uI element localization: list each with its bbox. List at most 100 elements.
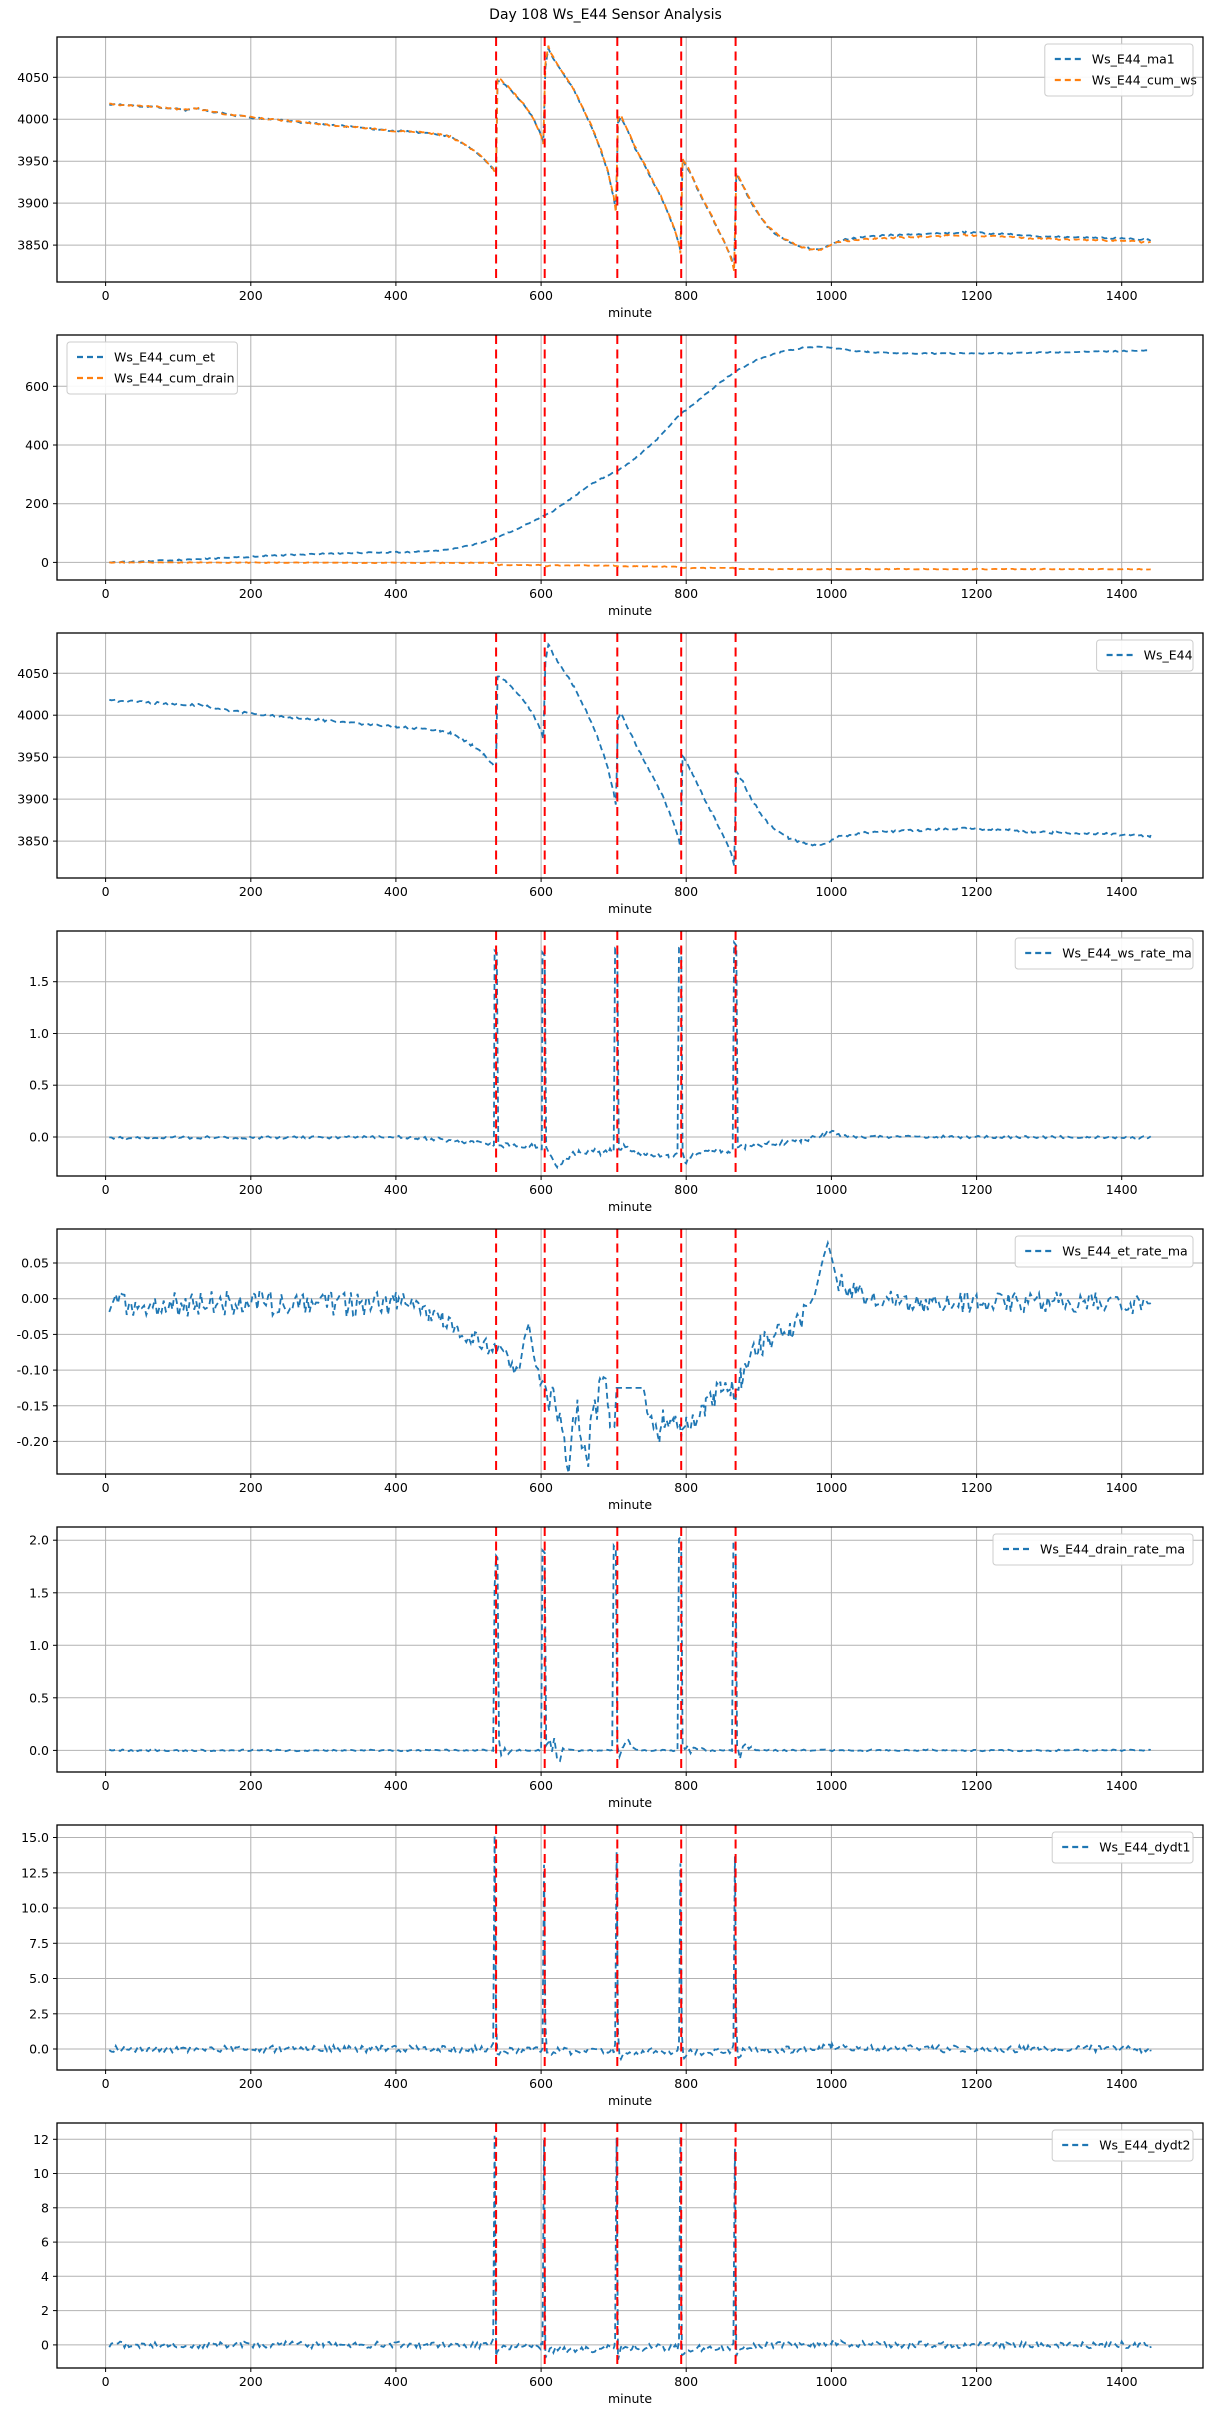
y-tick-label: 6	[41, 2235, 49, 2250]
x-tick-label: 200	[239, 1778, 263, 1793]
legend-label: Ws_E44_cum_ws	[1092, 73, 1197, 88]
y-tick-label: 0.0	[29, 1130, 49, 1145]
series-Ws_E44_cum_ws	[109, 45, 1151, 272]
subplot-ws-rate-ma: 0 200 400 600 800 1000 1200 1400 0.0 0.5 1.0 1.5 min…	[0, 920, 1211, 1218]
y-tick-label: 0.05	[21, 1256, 49, 1271]
x-tick-label: 400	[384, 884, 408, 899]
series-Ws_E44_dydt2	[108, 2135, 1152, 2361]
subplot-ma1-cum-ws: 0 200 400 600 800 1000 1200 1400 3850 3900 3950 400…	[0, 26, 1211, 324]
chart-svg-ws-e44: 0 200 400 600 800 1000 1200 1400 3850 3900 3950 400…	[17, 632, 1204, 916]
x-tick-label: 1400	[1106, 1480, 1138, 1495]
x-tick-label: 1000	[815, 288, 847, 303]
y-tick-label: 2.5	[29, 2006, 49, 2021]
chart-svg-dydt2: 0 200 400 600 800 1000 1200 1400 0 2 4 6 8 10 12 minute…	[33, 2122, 1204, 2406]
x-tick-label: 1400	[1106, 884, 1138, 899]
x-tick-label: 600	[529, 288, 553, 303]
y-tick-label: -0.20	[17, 1434, 49, 1449]
x-tick-label: 200	[239, 884, 263, 899]
legend: Ws_E44_et_rate_ma	[1014, 1235, 1194, 1268]
legend-label: Ws_E44_et_rate_ma	[1062, 1244, 1188, 1259]
x-axis-label: minute	[608, 1497, 652, 1512]
x-tick-label: 0	[102, 2374, 110, 2389]
x-tick-label: 1200	[961, 1480, 993, 1495]
subplot-dydt1: 0 200 400 600 800 1000 1200 1400 0.0 2.5 5.0 7.5 10.…	[0, 1814, 1211, 2112]
x-tick-label: 1400	[1106, 586, 1138, 601]
subplot-drain-rate-ma: 0 200 400 600 800 1000 1200 1400 0.0 0.5 1.0 1.5 2.0…	[0, 1516, 1211, 1814]
plot-border	[56, 1526, 1204, 1773]
y-tick-label: -0.05	[17, 1327, 49, 1342]
series-group	[109, 633, 1152, 878]
y-tick-label: 600	[25, 379, 49, 394]
tick-marks	[53, 1262, 1123, 1478]
x-tick-label: 200	[239, 1480, 263, 1495]
plot-border	[56, 36, 1204, 283]
tick-marks	[53, 385, 1123, 584]
subplot-cum-et-drain: 0 200 400 600 800 1000 1200 1400 0 200 400 600 minut…	[0, 324, 1211, 622]
x-tick-label: 1200	[961, 884, 993, 899]
chart-svg-dydt1: 0 200 400 600 800 1000 1200 1400 0.0 2.5 5.0 7.5 10.…	[21, 1824, 1204, 2108]
x-tick-label: 600	[529, 586, 553, 601]
y-tick-label: 3900	[17, 196, 49, 211]
subplot-et-rate-ma: 0 200 400 600 800 1000 1200 1400 0.05 0.00 -0.05 -0…	[0, 1218, 1211, 1516]
legend: Ws_E44_ws_rate_ma	[1014, 937, 1194, 970]
y-tick-label: 3850	[17, 238, 49, 253]
y-tick-label: 0	[41, 555, 49, 570]
figure-title: Day 108 Ws_E44 Sensor Analysis	[489, 7, 722, 23]
x-axis-label: minute	[608, 305, 652, 320]
y-tick-label: 3950	[17, 750, 49, 765]
plot-border	[56, 2122, 1204, 2369]
x-tick-label: 400	[384, 2076, 408, 2091]
y-tick-label: 12	[33, 2132, 49, 2147]
legend: Ws_E44_dydt1	[1051, 1831, 1194, 1864]
x-tick-label: 800	[674, 2076, 698, 2091]
y-tick-label: 2	[41, 2303, 49, 2318]
x-tick-label: 800	[674, 2374, 698, 2389]
y-tick-label: 1.0	[29, 1638, 49, 1653]
y-tick-label: 200	[25, 496, 49, 511]
tick-marks	[53, 672, 1123, 882]
x-axis-label: minute	[608, 2391, 652, 2406]
y-tick-label: 4	[41, 2269, 49, 2284]
x-tick-label: 800	[674, 586, 698, 601]
x-tick-label: 800	[674, 288, 698, 303]
series-group	[109, 335, 1151, 580]
x-tick-label: 1000	[815, 1778, 847, 1793]
x-tick-label: 1400	[1106, 1182, 1138, 1197]
legend: Ws_E44_drain_rate_ma	[992, 1533, 1194, 1566]
x-tick-label: 600	[529, 1480, 553, 1495]
series-Ws_E44	[109, 642, 1152, 866]
x-axis-label: minute	[608, 1795, 652, 1810]
x-tick-label: 1000	[815, 2374, 847, 2389]
x-axis-label: minute	[608, 2093, 652, 2108]
grid	[57, 633, 1203, 878]
plot-border	[56, 930, 1204, 1177]
series-Ws_E44_dydt1	[108, 1835, 1152, 2062]
plot-border	[56, 334, 1204, 581]
charts-container: 0 200 400 600 800 1000 1200 1400 3850 3900 3950 400…	[0, 26, 1211, 2410]
plot-border	[56, 632, 1204, 879]
x-tick-label: 400	[384, 2374, 408, 2389]
y-tick-label: -0.10	[17, 1363, 49, 1378]
legend-label: Ws_E44	[1144, 648, 1193, 663]
x-tick-label: 0	[102, 884, 110, 899]
series-group	[108, 1229, 1152, 1474]
legend-label: Ws_E44_drain_rate_ma	[1040, 1542, 1185, 1557]
x-tick-label: 0	[102, 586, 110, 601]
y-tick-label: 10.0	[21, 1901, 49, 1916]
y-tick-label: 3850	[17, 834, 49, 849]
x-tick-label: 0	[102, 2076, 110, 2091]
y-tick-label: 4000	[17, 708, 49, 723]
chart-svg-cum-et-drain: 0 200 400 600 800 1000 1200 1400 0 200 400 600 minut…	[25, 334, 1204, 618]
tick-marks	[53, 981, 1123, 1180]
y-tick-label: 1.0	[29, 1026, 49, 1041]
x-tick-label: 1000	[815, 1480, 847, 1495]
subplot-ws-e44: 0 200 400 600 800 1000 1200 1400 3850 3900 3950 400…	[0, 622, 1211, 920]
x-tick-label: 1400	[1106, 2374, 1138, 2389]
x-tick-label: 1400	[1106, 2076, 1138, 2091]
grid	[57, 1229, 1203, 1474]
legend-label: Ws_E44_dydt2	[1099, 2138, 1190, 2153]
series-group	[109, 37, 1152, 282]
x-tick-label: 800	[674, 1182, 698, 1197]
x-tick-label: 1400	[1106, 288, 1138, 303]
